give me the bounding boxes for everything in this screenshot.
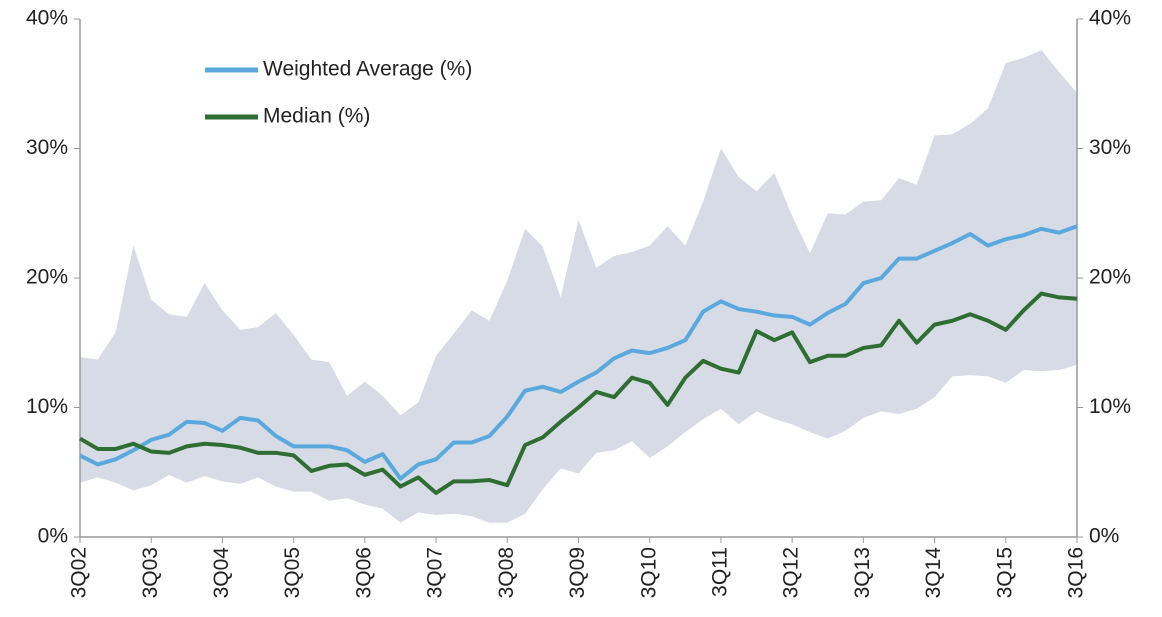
x-tick-label: 3Q14 — [922, 547, 945, 599]
x-tick-label: 3Q06 — [352, 547, 375, 598]
x-tick-label: 3Q02 — [68, 547, 91, 598]
x-tick-label: 3Q07 — [424, 547, 447, 598]
x-tick-label: 3Q10 — [637, 547, 660, 598]
y2-tick-label: 40% — [1089, 7, 1131, 30]
y-tick-label: 10% — [26, 395, 68, 418]
x-tick-label: 3Q04 — [210, 547, 233, 599]
x-tick-label: 3Q12 — [780, 547, 803, 598]
y-tick-label: 20% — [26, 266, 68, 289]
x-tick-label: 3Q15 — [993, 547, 1016, 598]
y-tick-label: 40% — [26, 7, 68, 30]
x-tick-label: 3Q16 — [1065, 547, 1088, 598]
series-line — [78, 291, 1078, 495]
x-tick-label: 3Q08 — [495, 547, 518, 598]
y2-tick-label: 30% — [1089, 136, 1131, 159]
y-tick-label: 0% — [38, 525, 68, 548]
y2-tick-label: 20% — [1089, 266, 1131, 289]
y-tick-label: 30% — [26, 136, 68, 159]
range-band — [80, 50, 1077, 523]
legend-label: Weighted Average (%) — [263, 58, 472, 81]
x-tick-label: 3Q13 — [851, 547, 874, 598]
y2-tick-label: 10% — [1089, 395, 1131, 418]
x-tick-label: 3Q11 — [708, 547, 731, 597]
y2-tick-label: 0% — [1089, 525, 1119, 548]
x-tick-label: 3Q05 — [281, 547, 304, 598]
x-tick-label: 3Q03 — [139, 547, 162, 598]
x-tick-label: 3Q09 — [566, 547, 589, 598]
series-line — [79, 224, 1078, 481]
legend-label: Median (%) — [263, 105, 370, 128]
